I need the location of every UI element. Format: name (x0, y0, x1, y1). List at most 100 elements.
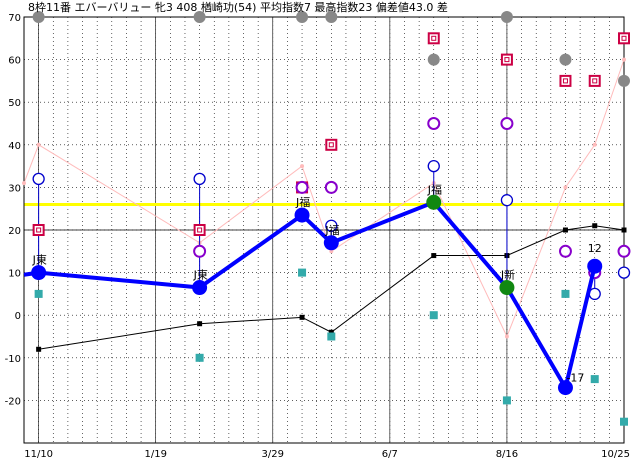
red-square-inner (36, 227, 42, 233)
teal-square-point (298, 268, 307, 277)
pink-line (23, 59, 625, 338)
data-series (22, 11, 631, 426)
red-square-point (588, 74, 601, 87)
red-square-inner (197, 227, 203, 233)
point-annotation: J東 (193, 269, 208, 282)
y-tick-label: 10 (8, 269, 21, 280)
gray-point (296, 11, 309, 23)
thin-black-point (431, 253, 437, 259)
main-point (31, 265, 47, 281)
pink-point (22, 181, 26, 186)
point-annotation: J新 (500, 268, 515, 282)
y-tick-label: 70 (8, 13, 21, 24)
thin-black-point (562, 227, 568, 233)
point-annotation: J福 (295, 195, 310, 209)
y-tick-label: 20 (8, 226, 21, 237)
pink-point (563, 185, 568, 190)
point-annotation: J福 (324, 223, 339, 237)
blue-circle-point (617, 266, 631, 279)
green-main-point (426, 194, 442, 210)
y-tick-label: 30 (8, 183, 21, 194)
thin-black-point (36, 346, 42, 352)
gray-point (500, 11, 513, 23)
chart-title: 8枠11番 エバーバリュー 牝3 408 楢崎功(54) 平均指数7 最高指数2… (28, 0, 448, 14)
main-point (587, 258, 603, 274)
blue-circle-point (32, 172, 45, 186)
gray-point (193, 11, 206, 23)
red-square-inner (431, 35, 437, 41)
gray-point (32, 11, 45, 23)
purple-circle-point (617, 244, 631, 258)
teal-square-point (502, 396, 511, 405)
y-tick-label: 60 (8, 56, 21, 67)
teal-square-point (34, 289, 43, 298)
axes: 70 60 50 40 30 20 10 0 -10 -20 11/10 1/19 3/29 6/7 8/1… (5, 13, 630, 460)
main-point (192, 280, 208, 296)
gray-point (427, 53, 440, 66)
red-square-point (325, 138, 338, 151)
red-square-inner (621, 35, 627, 41)
point-annotation: -17 (566, 372, 584, 385)
purple-circle-point (558, 244, 572, 258)
red-square-point (427, 32, 440, 45)
thin-black-point (592, 223, 598, 229)
point-annotation: J福 (427, 182, 442, 196)
pink-point (329, 249, 334, 254)
pink-point (300, 164, 305, 169)
red-square-inner (592, 78, 598, 84)
thin-black-point (621, 227, 627, 233)
labels: J東 J東 J福 J福 J福 J新 -17 12 (32, 182, 602, 384)
pink-point (36, 142, 41, 147)
blue-circle-point (427, 159, 440, 173)
blue-circle-point (193, 172, 206, 186)
teal-square-point (327, 332, 336, 341)
gray-point (325, 11, 338, 23)
teal-square-point (429, 311, 438, 320)
y-tick-label: -20 (5, 396, 21, 407)
x-tick-label: 11/10 (24, 449, 53, 460)
red-square-point (32, 224, 45, 236)
red-square-point (559, 74, 572, 87)
gray-point (618, 74, 630, 87)
thin-black-point (299, 314, 305, 320)
red-square-inner (328, 142, 334, 148)
purple-circle-point (193, 244, 207, 258)
purple-circle-point (295, 180, 309, 194)
y-tick-label: 0 (15, 311, 21, 322)
blue-circle-point (500, 194, 514, 207)
blue-circle-point (325, 219, 338, 232)
x-tick-label: 3/29 (262, 449, 284, 460)
y-tick-label: 40 (8, 141, 21, 152)
teal-square-point (561, 289, 570, 298)
red-square-inner (504, 57, 510, 63)
thin-black-point (197, 321, 203, 327)
teal-square-point (590, 375, 599, 384)
purple-circle-point (427, 117, 441, 130)
x-tick-label: 1/19 (144, 449, 166, 460)
green-main-point (499, 280, 515, 296)
thin-black-point (328, 329, 334, 335)
x-tick-label: 6/7 (382, 449, 398, 460)
y-tick-label: 50 (8, 98, 21, 109)
x-tick-label: 10/25 (601, 449, 630, 460)
purple-circle-point (500, 117, 514, 130)
gray-point (559, 53, 572, 66)
y-tick-label: -10 (5, 354, 21, 365)
pink-point (504, 334, 509, 339)
main-point (294, 207, 310, 223)
main-point (323, 235, 339, 251)
pink-point (592, 142, 597, 147)
purple-circle-point (324, 180, 338, 194)
point-annotation: 12 (588, 242, 602, 255)
teal-square-point (195, 353, 204, 362)
red-square-point (618, 32, 630, 45)
pink-point (622, 57, 626, 62)
red-square-point (193, 224, 206, 236)
main-point (557, 380, 573, 396)
red-square-point (500, 53, 513, 66)
red-square-inner (562, 78, 568, 84)
teal-square-point (620, 417, 628, 426)
point-annotation: J東 (32, 254, 47, 267)
x-tick-label: 8/16 (496, 449, 518, 460)
